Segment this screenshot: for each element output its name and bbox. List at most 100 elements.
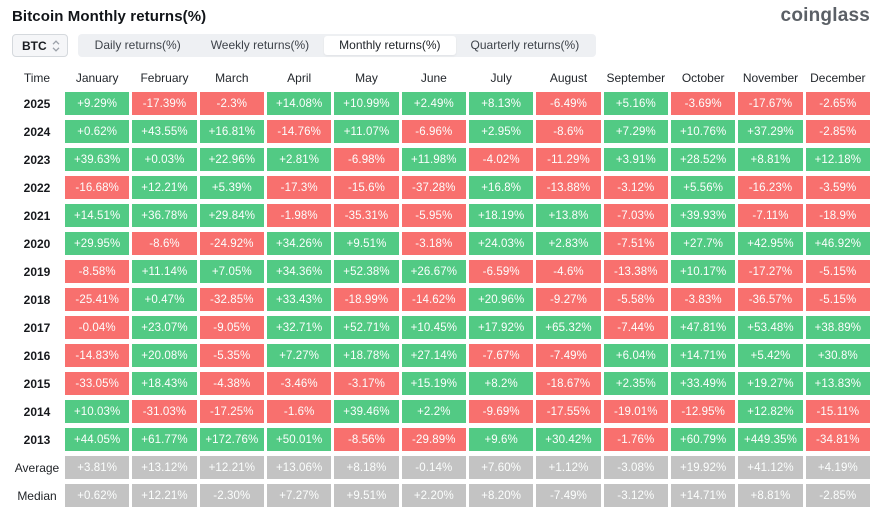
return-cell: +2.20% [401,484,466,507]
return-cell: -13.88% [536,176,601,199]
return-cell: +37.29% [738,120,803,143]
return-cell: +3.91% [603,148,668,171]
return-cell: -8.6% [132,232,197,255]
month-header-january: January [75,70,119,85]
return-cell: +5.42% [738,344,803,367]
return-cell: -16.68% [65,176,130,199]
return-cell: +7.27% [267,344,332,367]
return-cell: -15.6% [334,176,399,199]
return-cell: -17.55% [536,400,601,423]
return-cell: -4.38% [199,372,264,395]
return-cell: +1.12% [536,456,601,479]
topbar: Bitcoin Monthly returns(%) coinglass [12,6,870,25]
return-cell: +16.8% [469,176,534,199]
return-cell: +24.03% [469,232,534,255]
return-cell: -8.6% [536,120,601,143]
month-header-june: June [420,70,447,85]
return-cell: +41.12% [738,456,803,479]
return-cell: -2.85% [805,484,870,507]
month-header-february: February [140,70,189,85]
return-cell: +28.52% [671,148,736,171]
return-cell: +20.96% [469,288,534,311]
return-cell: -36.57% [738,288,803,311]
return-cell: +9.51% [334,484,399,507]
return-cell: +30.8% [805,344,870,367]
return-cell: +34.36% [267,260,332,283]
return-cell: +60.79% [671,428,736,451]
return-cell: +8.13% [469,92,534,115]
return-cell: -3.12% [603,176,668,199]
return-cell: +9.51% [334,232,399,255]
return-cell: -3.83% [671,288,736,311]
return-cell: -3.69% [671,92,736,115]
return-cell: +44.05% [65,428,130,451]
return-cell: -7.03% [603,204,668,227]
return-cell: -7.49% [536,484,601,507]
row-label-2014: 2014 [23,404,51,419]
return-cell: +52.38% [334,260,399,283]
return-cell: +7.27% [267,484,332,507]
return-cell: -34.81% [805,428,870,451]
return-cell: +12.21% [132,484,197,507]
return-cell: +0.47% [132,288,197,311]
row-label-2013: 2013 [23,432,51,447]
return-cell: -2.65% [805,92,870,115]
return-cell: +5.39% [199,176,264,199]
return-cell: +18.43% [132,372,197,395]
month-header-april: April [287,70,312,85]
return-cell: +13.12% [132,456,197,479]
row-label-2015: 2015 [23,376,51,391]
return-cell: -3.12% [603,484,668,507]
return-cell: -0.14% [401,456,466,479]
return-cell: +14.71% [671,484,736,507]
return-cell: +22.96% [199,148,264,171]
return-cell: +10.99% [334,92,399,115]
return-cell: +12.21% [132,176,197,199]
return-cell: +7.29% [603,120,668,143]
updown-arrows-icon [52,39,60,52]
tab-weekly[interactable]: Weekly returns(%) [196,36,324,55]
return-cell: +14.08% [267,92,332,115]
return-cell: -17.25% [199,400,264,423]
month-header-october: October [681,70,725,85]
return-cell: -7.49% [536,344,601,367]
return-cell: -1.98% [267,204,332,227]
return-cell: +2.35% [603,372,668,395]
return-cell: +10.03% [65,400,130,423]
tab-monthly[interactable]: Monthly returns(%) [324,36,456,55]
return-cell: +3.81% [65,456,130,479]
return-cell: +26.67% [401,260,466,283]
return-cell: -3.18% [401,232,466,255]
coinglass-logo: coinglass [780,5,870,26]
symbol-select[interactable]: BTC [12,34,68,57]
return-cell: -1.6% [267,400,332,423]
return-cell: +449.35% [738,428,803,451]
return-cell: +33.49% [671,372,736,395]
return-cell: -35.31% [334,204,399,227]
tab-quarterly[interactable]: Quarterly returns(%) [456,36,595,55]
return-cell: +2.2% [401,400,466,423]
return-cell: +2.95% [469,120,534,143]
return-cell: -17.27% [738,260,803,283]
row-label-2019: 2019 [23,264,51,279]
return-cell: +12.18% [805,148,870,171]
month-header-july: July [490,70,512,85]
return-cell: +52.71% [334,316,399,339]
returns-tabs: Daily returns(%) Weekly returns(%) Monthly… [77,34,597,57]
month-header-september: September [606,70,666,85]
return-cell: +13.83% [805,372,870,395]
return-cell: +18.19% [469,204,534,227]
return-cell: -5.15% [805,260,870,283]
return-cell: -7.44% [603,316,668,339]
return-cell: +43.55% [132,120,197,143]
return-cell: +9.6% [469,428,534,451]
return-cell: +172.76% [199,428,264,451]
return-cell: +8.81% [738,148,803,171]
return-cell: +11.98% [401,148,466,171]
tab-daily[interactable]: Daily returns(%) [80,36,196,55]
return-cell: +39.46% [334,400,399,423]
return-cell: +50.01% [267,428,332,451]
return-cell: +10.76% [671,120,736,143]
return-cell: -31.03% [132,400,197,423]
return-cell: +6.04% [603,344,668,367]
